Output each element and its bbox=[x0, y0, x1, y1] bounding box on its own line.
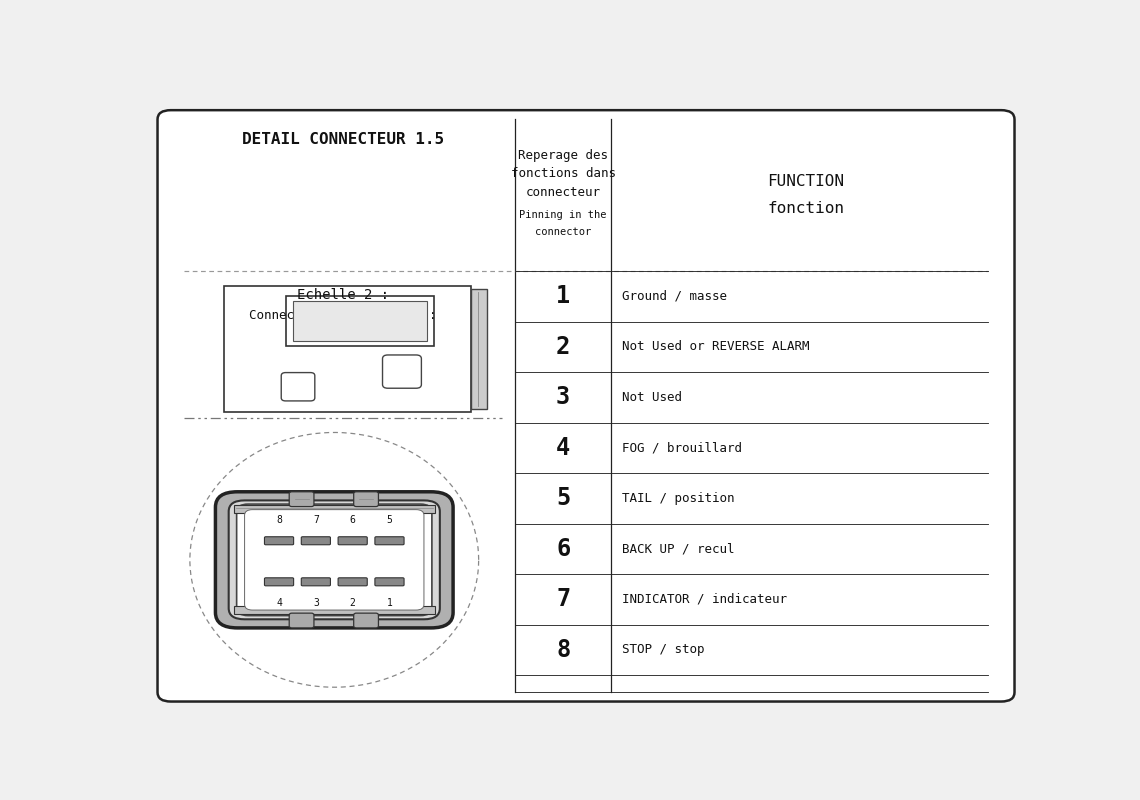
FancyBboxPatch shape bbox=[339, 578, 367, 586]
FancyBboxPatch shape bbox=[264, 578, 294, 586]
Text: 8: 8 bbox=[276, 514, 282, 525]
Bar bbox=[471, 289, 487, 409]
Text: 4: 4 bbox=[556, 436, 570, 460]
Text: connecteur: connecteur bbox=[526, 186, 601, 198]
FancyBboxPatch shape bbox=[301, 578, 331, 586]
FancyBboxPatch shape bbox=[237, 504, 432, 615]
Text: 8: 8 bbox=[556, 638, 570, 662]
Text: 6: 6 bbox=[350, 514, 356, 525]
FancyBboxPatch shape bbox=[301, 537, 331, 545]
Text: FOG / brouillard: FOG / brouillard bbox=[622, 442, 742, 454]
Text: INDICATOR / indicateur: INDICATOR / indicateur bbox=[622, 593, 788, 606]
FancyBboxPatch shape bbox=[339, 537, 367, 545]
Text: Pinning in the: Pinning in the bbox=[520, 210, 606, 220]
FancyBboxPatch shape bbox=[157, 110, 1015, 702]
FancyBboxPatch shape bbox=[264, 537, 294, 545]
FancyBboxPatch shape bbox=[383, 355, 422, 388]
FancyBboxPatch shape bbox=[290, 613, 314, 628]
FancyBboxPatch shape bbox=[282, 373, 315, 401]
FancyBboxPatch shape bbox=[353, 613, 378, 628]
Text: connector: connector bbox=[535, 227, 592, 238]
Text: Connector detail Scale 2:: Connector detail Scale 2: bbox=[250, 309, 437, 322]
Text: fonctions dans: fonctions dans bbox=[511, 167, 616, 180]
Text: Echelle 2 :: Echelle 2 : bbox=[298, 288, 389, 302]
Bar bbox=[234, 506, 434, 514]
Text: 7: 7 bbox=[556, 587, 570, 611]
Text: 2: 2 bbox=[350, 598, 356, 608]
Text: Not Used: Not Used bbox=[622, 391, 683, 404]
Bar bbox=[286, 296, 434, 346]
Text: TAIL / position: TAIL / position bbox=[622, 492, 735, 505]
Text: Not Used or REVERSE ALARM: Not Used or REVERSE ALARM bbox=[622, 341, 809, 354]
Text: 4: 4 bbox=[276, 598, 282, 608]
FancyBboxPatch shape bbox=[375, 537, 404, 545]
Bar bbox=[223, 286, 471, 412]
Text: Reperage des: Reperage des bbox=[519, 149, 608, 162]
Text: FUNCTION: FUNCTION bbox=[767, 174, 845, 190]
Text: 7: 7 bbox=[312, 514, 319, 525]
Text: 6: 6 bbox=[556, 537, 570, 561]
FancyBboxPatch shape bbox=[353, 492, 378, 506]
Bar bbox=[234, 606, 434, 614]
FancyBboxPatch shape bbox=[375, 578, 404, 586]
Text: Ground / masse: Ground / masse bbox=[622, 290, 727, 303]
Text: 5: 5 bbox=[386, 514, 392, 525]
Text: 3: 3 bbox=[312, 598, 319, 608]
Text: fonction: fonction bbox=[767, 202, 845, 216]
Text: 1: 1 bbox=[556, 285, 570, 309]
FancyBboxPatch shape bbox=[229, 501, 440, 619]
FancyBboxPatch shape bbox=[245, 510, 424, 610]
Text: BACK UP / recul: BACK UP / recul bbox=[622, 542, 735, 555]
Text: 2: 2 bbox=[556, 335, 570, 359]
FancyBboxPatch shape bbox=[215, 492, 453, 628]
Text: 1: 1 bbox=[386, 598, 392, 608]
FancyBboxPatch shape bbox=[290, 492, 314, 506]
Bar bbox=[293, 301, 428, 342]
Text: DETAIL CONNECTEUR 1.5: DETAIL CONNECTEUR 1.5 bbox=[242, 132, 445, 146]
Text: 3: 3 bbox=[556, 386, 570, 410]
Text: 5: 5 bbox=[556, 486, 570, 510]
Text: STOP / stop: STOP / stop bbox=[622, 643, 705, 656]
